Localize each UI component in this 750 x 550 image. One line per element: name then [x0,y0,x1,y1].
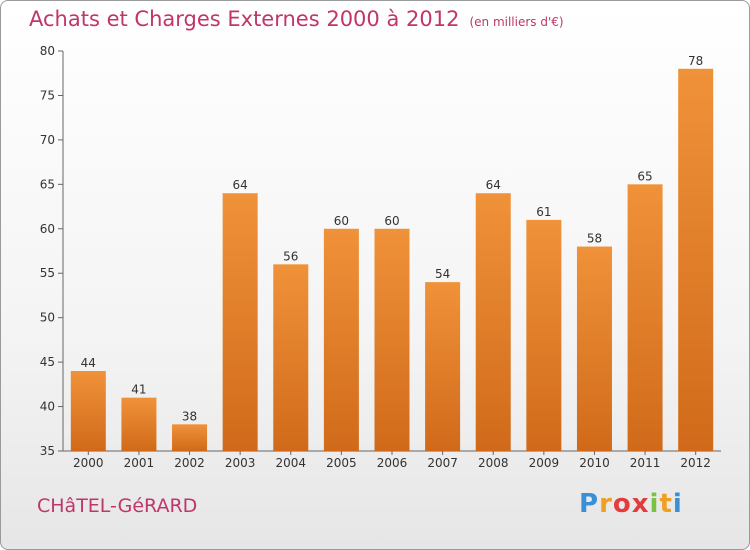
y-tick-label: 55 [40,266,55,280]
bar-2012 [678,68,714,452]
value-label-2006: 60 [384,214,399,228]
value-label-2009: 61 [536,205,551,219]
y-tick-label: 50 [40,311,55,325]
logo-letter: r [599,489,613,519]
x-tick-label-2005: 2005 [326,456,357,470]
y-tick-label: 65 [40,177,55,191]
chart-title: Achats et Charges Externes 2000 à 2012 (e… [29,7,564,31]
logo-letter: P [579,489,600,519]
proxiti-logo: Proxiti [579,489,683,519]
logo-letter: o [612,489,632,519]
logo-letter: i [672,489,683,519]
value-label-2001: 41 [131,383,146,397]
x-tick-label-2011: 2011 [630,456,661,470]
x-tick-label-2001: 2001 [124,456,155,470]
bar-2003 [222,193,258,451]
x-tick-label-2002: 2002 [174,456,205,470]
bar-2006 [374,228,410,451]
bar-2008 [475,193,511,451]
chart-subtitle: (en milliers d'€) [469,15,564,29]
x-tick-label-2012: 2012 [680,456,711,470]
bar-2010 [576,246,612,451]
value-label-2005: 60 [334,214,349,228]
y-tick-label: 80 [40,44,55,58]
y-tick-label: 60 [40,222,55,236]
y-tick-label: 40 [40,400,55,414]
title-text: Achats et Charges Externes 2000 à 2012 [29,7,460,31]
x-tick-label-2008: 2008 [478,456,509,470]
x-tick-label-2007: 2007 [427,456,458,470]
value-label-2007: 54 [435,267,450,281]
logo-letter: x [631,489,650,519]
bar-2001 [121,397,157,451]
bar-2002 [172,424,208,451]
bar-2000 [70,371,106,451]
commune-name: CHâTEL-GéRARD [37,495,198,517]
x-tick-label-2010: 2010 [579,456,610,470]
logo-letter: t [659,489,673,519]
logo-letter: i [649,489,660,519]
value-label-2008: 64 [486,178,501,192]
value-label-2004: 56 [283,249,298,263]
x-tick-label-2009: 2009 [529,456,560,470]
value-label-2003: 64 [233,178,248,192]
bar-2009 [526,219,562,451]
bar-2007 [425,282,461,451]
bar-chart: 35 40 45 50 55 60 65 70 75 80 2000 2001 2002 2003 2004… [40,44,721,470]
x-tick-label-2000: 2000 [73,456,104,470]
value-label-2002: 38 [182,409,197,423]
value-label-2010: 58 [587,232,602,246]
x-tick-label-2004: 2004 [275,456,306,470]
y-tick-label: 35 [40,444,55,458]
value-label-2012: 78 [688,54,703,68]
y-tick-label: 70 [40,133,55,147]
bar-2004 [273,264,309,451]
y-tick-label: 45 [40,355,55,369]
x-tick-label-2006: 2006 [377,456,408,470]
y-tick-label: 75 [40,88,55,102]
bar-2011 [627,184,663,452]
value-label-2011: 65 [637,169,652,183]
value-label-2000: 44 [81,356,96,370]
x-tick-label-2003: 2003 [225,456,256,470]
bar-2005 [323,228,359,451]
